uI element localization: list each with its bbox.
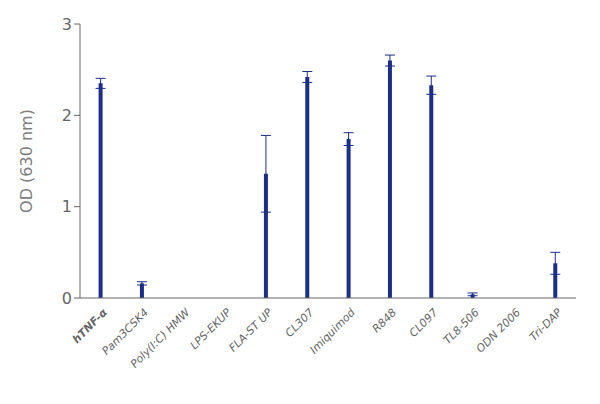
- svg-text:OD (630 nm): OD (630 nm): [17, 109, 36, 213]
- svg-text:Poly(I:C) HMW: Poly(I:C) HMW: [128, 305, 193, 370]
- svg-text:ODN 2006: ODN 2006: [474, 306, 523, 355]
- svg-text:R848: R848: [370, 306, 399, 335]
- svg-text:Tri-DAP: Tri-DAP: [527, 306, 565, 344]
- svg-text:1: 1: [62, 197, 72, 216]
- svg-text:3: 3: [62, 15, 72, 34]
- svg-text:2: 2: [62, 106, 72, 125]
- svg-text:CL097: CL097: [407, 306, 441, 340]
- svg-text:Imiquimod: Imiquimod: [307, 305, 358, 356]
- svg-text:LPS-EKUP: LPS-EKUP: [187, 306, 234, 353]
- svg-text:FLA-ST UP: FLA-ST UP: [227, 306, 276, 355]
- svg-text:TL8-506: TL8-506: [441, 306, 482, 347]
- svg-text:0: 0: [62, 289, 72, 308]
- svg-text:CL307: CL307: [283, 306, 317, 340]
- svg-text:Pam3CSK4: Pam3CSK4: [99, 306, 152, 358]
- svg-text:hTNF-α: hTNF-α: [70, 306, 110, 346]
